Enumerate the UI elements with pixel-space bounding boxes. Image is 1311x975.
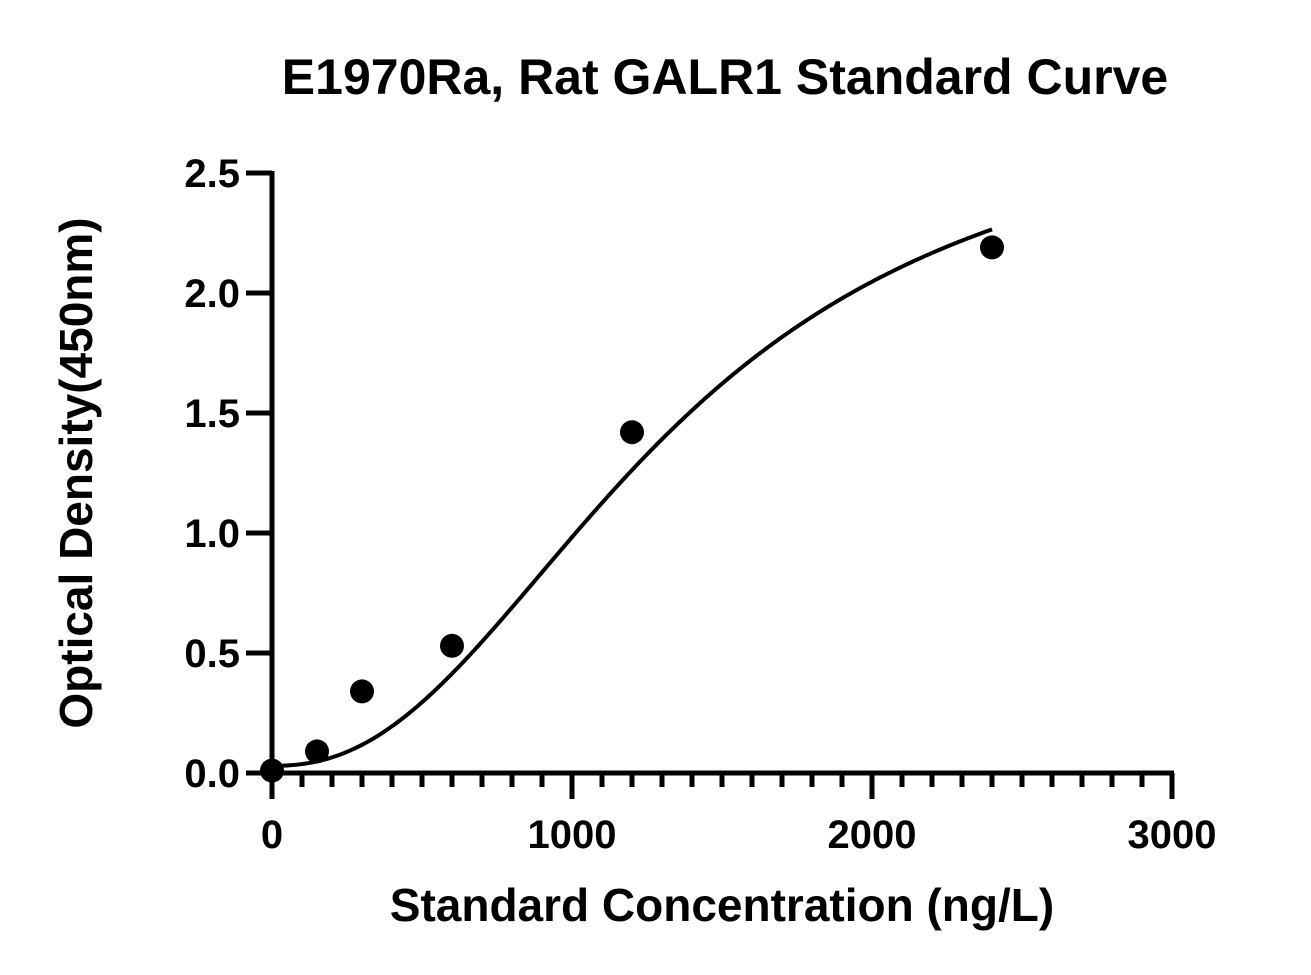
data-point xyxy=(620,420,644,445)
y-tick-label: 0.0 xyxy=(184,752,240,796)
axes xyxy=(269,171,1174,776)
x-tick-label: 0 xyxy=(261,813,283,857)
tick-marks xyxy=(246,170,1175,799)
data-points xyxy=(260,235,1004,783)
x-axis-label: Standard Concentration (ng/L) xyxy=(389,879,1055,931)
data-point xyxy=(305,739,329,764)
data-point xyxy=(440,633,464,658)
fit-curve-group xyxy=(271,227,993,768)
y-tick-label: 0.5 xyxy=(184,632,240,676)
fit-curve-line xyxy=(271,227,993,768)
y-tick-label: 2.5 xyxy=(184,152,240,196)
x-tick-label: 2000 xyxy=(828,813,917,857)
x-tick-label: 1000 xyxy=(528,813,617,857)
x-tick-label: 3000 xyxy=(1128,813,1217,857)
chart-title: E1970Ra, Rat GALR1 Standard Curve xyxy=(281,49,1169,105)
data-point xyxy=(260,758,284,783)
y-tick-label: 1.0 xyxy=(184,512,240,556)
y-tick-label: 2.0 xyxy=(184,272,240,316)
y-tick-label: 1.5 xyxy=(184,392,240,436)
data-point xyxy=(980,235,1004,260)
data-point xyxy=(350,679,374,704)
y-axis-label: Optical Density(450nm) xyxy=(50,217,102,729)
tick-labels: 0 1000 2000 3000 0.0 0.5 1.0 1.5 2.0 2.5 xyxy=(184,152,1216,857)
